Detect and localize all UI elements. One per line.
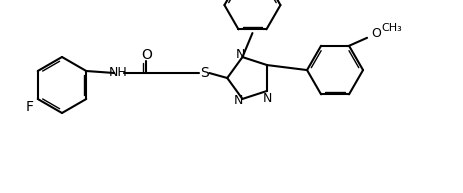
Text: O: O bbox=[140, 48, 151, 62]
Text: N: N bbox=[262, 92, 271, 105]
Text: N: N bbox=[233, 94, 243, 108]
Text: F: F bbox=[25, 100, 34, 114]
Text: O: O bbox=[370, 27, 380, 40]
Text: S: S bbox=[200, 66, 208, 80]
Text: CH₃: CH₃ bbox=[380, 23, 401, 33]
Text: N: N bbox=[235, 48, 244, 61]
Text: NH: NH bbox=[109, 67, 127, 80]
